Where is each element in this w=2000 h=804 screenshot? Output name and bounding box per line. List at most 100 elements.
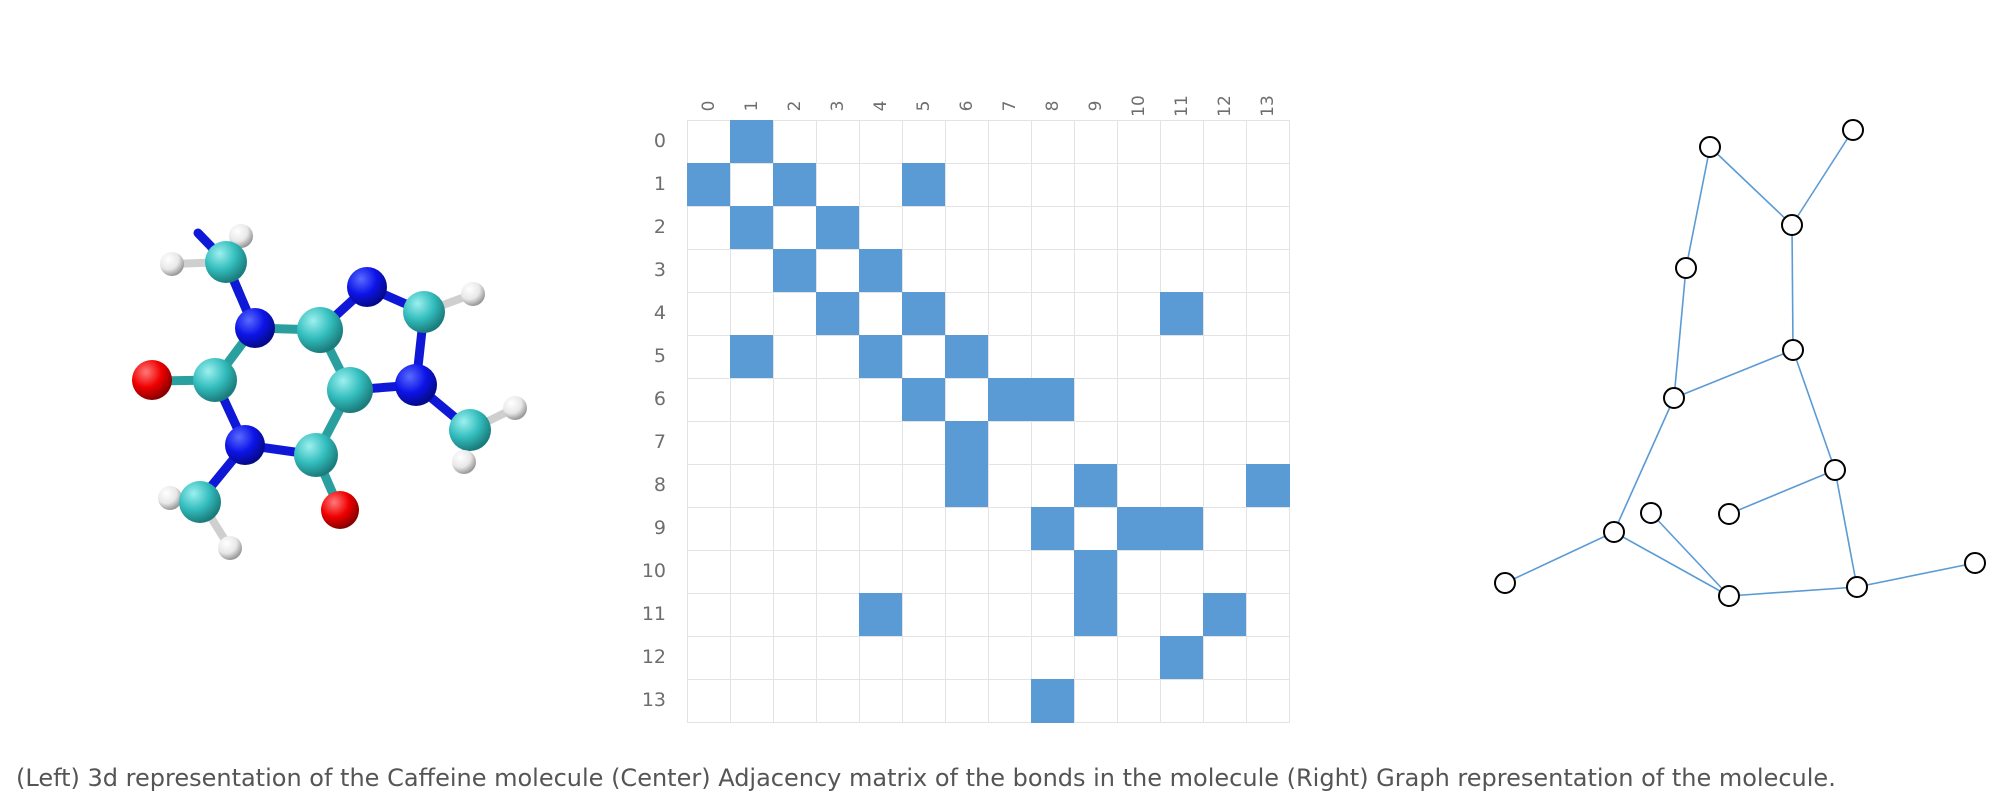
graph-node: [1781, 214, 1803, 236]
hydrogen-atom: [160, 252, 184, 276]
matrix-cell: [1203, 421, 1247, 465]
graph-node: [1782, 339, 1804, 361]
hydrogen-atom: [452, 450, 476, 474]
carbon-atom: [297, 307, 343, 353]
matrix-cell: [1074, 464, 1118, 508]
matrix-cell: [902, 206, 946, 250]
matrix-cell: [1246, 292, 1290, 336]
matrix-cell: [902, 378, 946, 422]
matrix-cell: [988, 206, 1032, 250]
matrix-cell: [988, 421, 1032, 465]
matrix-cell: [859, 378, 903, 422]
matrix-cell: [988, 550, 1032, 594]
matrix-cell: [988, 507, 1032, 551]
matrix-cell: [730, 679, 774, 723]
matrix-row-label: 13: [641, 688, 666, 711]
matrix-cell: [1203, 636, 1247, 680]
matrix-cell: [945, 593, 989, 637]
graph-node: [1718, 585, 1740, 607]
matrix-cell: [1117, 550, 1161, 594]
matrix-row-label: 11: [641, 602, 666, 625]
hydrogen-atom: [461, 282, 485, 306]
matrix-cell: [1117, 335, 1161, 379]
matrix-cell: [859, 550, 903, 594]
matrix-cell: [1246, 249, 1290, 293]
matrix-cell: [902, 464, 946, 508]
matrix-cell: [773, 249, 817, 293]
matrix-cell: [902, 120, 946, 164]
matrix-cell: [1160, 378, 1204, 422]
matrix-row-label: 0: [653, 129, 666, 152]
matrix-cell: [859, 507, 903, 551]
matrix-cell: [988, 593, 1032, 637]
graph-edges: [1504, 129, 1976, 597]
graph-node: [1846, 576, 1868, 598]
matrix-cell: [687, 550, 731, 594]
graph-edge: [1834, 469, 1858, 588]
matrix-cell: [859, 636, 903, 680]
graph-node: [1718, 503, 1740, 525]
oxygen-atom: [132, 360, 172, 400]
figure-caption: (Left) 3d representation of the Caffeine…: [16, 764, 1836, 792]
matrix-cell: [1203, 679, 1247, 723]
hydrogen-atom: [229, 224, 253, 248]
matrix-cell: [988, 163, 1032, 207]
matrix-cell: [1117, 206, 1161, 250]
graph-edge: [1709, 146, 1793, 226]
graph-edge: [1613, 397, 1675, 533]
graph-edge: [1792, 349, 1836, 471]
matrix-cell: [1074, 378, 1118, 422]
matrix-row-label: 1: [653, 172, 666, 195]
matrix-cell: [988, 679, 1032, 723]
matrix-row-label: 3: [653, 258, 666, 281]
carbon-atom: [327, 367, 373, 413]
graph-node: [1640, 502, 1662, 524]
matrix-cell: [1203, 120, 1247, 164]
matrix-cell: [1203, 593, 1247, 637]
matrix-cell: [816, 378, 860, 422]
matrix-row-label: 8: [653, 473, 666, 496]
graph-edge: [1856, 562, 1976, 588]
nitrogen-atom: [347, 267, 387, 307]
matrix-row-label: 5: [653, 344, 666, 367]
matrix-cell: [859, 335, 903, 379]
matrix-row-label: 2: [653, 215, 666, 238]
molecule-atoms: [132, 224, 527, 560]
matrix-cell: [1031, 421, 1075, 465]
graph-nodes: [1494, 119, 1986, 607]
matrix-cell: [1203, 464, 1247, 508]
matrix-cell: [816, 421, 860, 465]
matrix-cell: [773, 507, 817, 551]
graph-node: [1699, 136, 1721, 158]
matrix-row-label: 10: [641, 559, 666, 582]
matrix-cell: [859, 120, 903, 164]
matrix-cell: [1160, 636, 1204, 680]
matrix-cell: [773, 593, 817, 637]
matrix-cell: [687, 507, 731, 551]
matrix-cell: [1074, 249, 1118, 293]
matrix-cell: [1246, 507, 1290, 551]
matrix-cell: [945, 679, 989, 723]
matrix-cell: [859, 249, 903, 293]
matrix-cell: [1117, 636, 1161, 680]
graph-edge: [1673, 267, 1687, 399]
matrix-row-label: 6: [653, 387, 666, 410]
nitrogen-atom: [225, 425, 265, 465]
matrix-row-label: 9: [653, 516, 666, 539]
hydrogen-atom: [218, 536, 242, 560]
hydrogen-atom: [503, 396, 527, 420]
matrix-cell: [1246, 679, 1290, 723]
graph-edge: [1613, 531, 1730, 597]
nitrogen-atom: [395, 364, 437, 406]
graph-node: [1824, 459, 1846, 481]
matrix-cell: [945, 550, 989, 594]
graph-edge: [1673, 349, 1794, 399]
nitrogen-atom: [235, 308, 275, 348]
matrix-row-label: 7: [653, 430, 666, 453]
graph-node: [1663, 387, 1685, 409]
matrix-cell: [1246, 550, 1290, 594]
matrix-cell: [988, 464, 1032, 508]
matrix-cell: [687, 464, 731, 508]
